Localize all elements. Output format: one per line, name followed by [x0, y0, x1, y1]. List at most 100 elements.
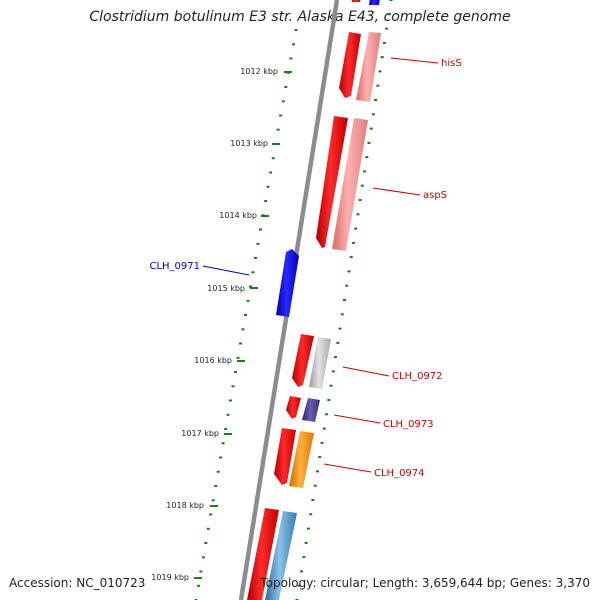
tick-dot: [266, 185, 270, 188]
tick-dot: [351, 241, 355, 244]
tick-dot: [302, 556, 306, 559]
tick-dot: [294, 29, 298, 31]
tick-dot: [239, 342, 242, 345]
gene-label-CLH_0971: CLH_0971: [149, 261, 200, 272]
cds-forward-aspS: [316, 116, 348, 248]
tick-dot: [311, 499, 315, 501]
feature-top-blue: [369, 0, 380, 5]
tick-dot: [256, 242, 260, 245]
tick-dot: [231, 385, 235, 388]
tick-dot: [340, 313, 344, 316]
tick-dot: [226, 413, 230, 416]
tick-dot: [349, 256, 353, 259]
tick-dot: [363, 170, 367, 173]
tick-dot: [371, 113, 375, 116]
tick-dot: [229, 399, 232, 402]
tick-dot: [382, 41, 386, 44]
tick-dot: [264, 200, 268, 202]
tick-dot: [259, 228, 262, 231]
tick-dot: [367, 141, 371, 144]
gene-label-CLH_0974: CLH_0974: [374, 468, 425, 479]
tick-label-1019: 1019 kbp: [151, 573, 189, 582]
tick-dot: [279, 114, 283, 117]
outer-tick-ring: [295, 0, 393, 600]
cds-reverse-CLH_0971: [276, 249, 299, 317]
tick-dot: [329, 384, 333, 387]
tick-dot: [365, 156, 369, 159]
tick-dot: [380, 56, 384, 59]
tick-dot: [289, 57, 293, 60]
tick-dot: [354, 227, 358, 230]
leader-aspS: [372, 187, 421, 196]
leader-CLH_0973: [333, 414, 381, 424]
gene-label-CLH_0973: CLH_0973: [383, 419, 434, 430]
tick-dot: [334, 356, 337, 359]
map-title: Clostridium botulinum E3 str. Alaska E43…: [89, 9, 511, 25]
tick-dot: [304, 541, 308, 544]
tick-dot: [201, 556, 205, 559]
tick-dot: [331, 370, 335, 373]
leader-CLH_0972: [342, 366, 390, 377]
tick-dot: [385, 27, 389, 30]
cds-forward-CLH_0974: [274, 428, 296, 485]
tick-dot: [246, 299, 250, 302]
tick-dot: [199, 570, 203, 573]
tick-dot: [320, 441, 324, 444]
tick-dot: [387, 13, 391, 16]
tick-dot: [374, 99, 378, 101]
feature-CLH_0973-cog: [302, 398, 320, 422]
tick-dot: [221, 442, 225, 445]
tick-dot: [271, 157, 275, 160]
tick-label-1012: 1012 kbp: [240, 67, 278, 76]
tick-dot: [369, 127, 373, 130]
tick-dot: [216, 470, 220, 473]
feature-aspS-cog: [332, 118, 368, 251]
feature-bottom-steel: [265, 511, 297, 600]
leader-hisS: [390, 57, 439, 64]
tick-label-1014: 1014 kbp: [219, 211, 257, 220]
tick-dot: [236, 356, 240, 359]
cds-forward-CLH_0973: [286, 396, 301, 419]
kbp-scale: 1012 kbp 1013 kbp 1014 kbp 1015 kbp 1016…: [151, 67, 292, 582]
leader-CLH_0974: [323, 463, 372, 473]
leader-CLH_0971: [202, 265, 250, 276]
cog-track: [265, 0, 381, 600]
cds-forward-bottom: [247, 508, 279, 600]
topology-label: Topology: circular; Length: 3,659,644 bp…: [260, 576, 590, 590]
tick-dot: [281, 100, 285, 103]
tick-dot: [209, 513, 213, 516]
tick-dot: [269, 171, 273, 174]
tick-dot: [378, 70, 382, 73]
tick-label-1018: 1018 kbp: [166, 501, 204, 510]
tick-dot: [376, 84, 380, 87]
tick-dot: [234, 371, 237, 373]
tick-dot: [297, 584, 301, 587]
tick-dot: [327, 399, 331, 401]
gene-label-CLH_0972: CLH_0972: [392, 371, 443, 382]
tick-dot: [360, 184, 364, 187]
tick-dot: [322, 427, 326, 430]
tick-dot: [276, 128, 280, 131]
gene-label-aspS: aspS: [423, 190, 447, 201]
feature-CLH_0974-cog: [289, 431, 314, 488]
gene-label-hisS: hisS: [441, 58, 462, 69]
tick-dot: [284, 86, 288, 88]
tick-dot: [244, 314, 247, 316]
tick-dot: [300, 570, 304, 573]
tick-dot: [249, 285, 252, 288]
accession-label: Accession: NC_010723: [9, 576, 146, 590]
gene-labels: hisS aspS CLH_0971 CLH_0972 CLH_0973 CLH…: [149, 57, 462, 479]
tick-label-1015: 1015 kbp: [207, 284, 245, 293]
tick-dot: [206, 527, 210, 530]
feature-hisS-cog: [356, 32, 381, 102]
tick-dot: [309, 513, 313, 516]
tick-dot: [389, 0, 393, 1]
tick-dot: [197, 584, 200, 587]
tick-label-1017: 1017 kbp: [181, 429, 219, 438]
cds-forward-top-clip: [351, 0, 361, 2]
tick-dot: [254, 257, 257, 259]
tick-dot: [336, 341, 340, 344]
tick-dot: [338, 327, 342, 330]
tick-dot: [345, 284, 349, 287]
